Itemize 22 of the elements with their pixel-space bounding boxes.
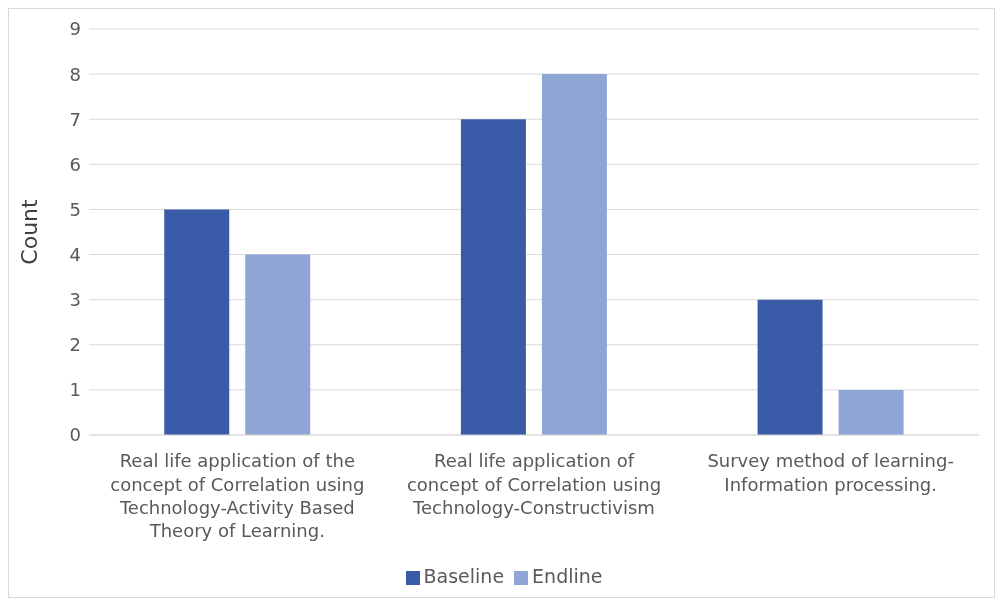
bar <box>460 119 526 435</box>
y-tick-label: 8 <box>69 63 81 85</box>
bar <box>245 254 311 435</box>
x-tick-label: Survey method of learning-Information processing. <box>707 450 954 495</box>
legend-label: Baseline <box>423 565 505 587</box>
bar <box>164 209 230 435</box>
bar <box>541 74 607 435</box>
bar <box>838 389 904 435</box>
x-tick-label: Real life application of concept of Correlation using Technology-Constructivism <box>406 450 662 518</box>
y-tick-label: 4 <box>69 243 81 265</box>
y-tick-label: 9 <box>69 18 81 40</box>
y-tick-label: 0 <box>69 424 81 446</box>
legend-label: Endline <box>532 565 603 587</box>
x-tick-label: Real life application of the concept of Correlation using Technology-Activity Based Theory of Learning. <box>110 450 365 542</box>
y-tick-label: 1 <box>69 379 81 401</box>
y-tick-label: 5 <box>69 198 81 220</box>
y-tick-label: 3 <box>69 289 81 311</box>
y-tick-label: 6 <box>69 153 81 175</box>
y-tick-label: 2 <box>69 334 81 356</box>
bar <box>757 299 823 435</box>
y-axis-title: Count <box>16 198 42 265</box>
y-tick-label: 7 <box>69 108 81 130</box>
